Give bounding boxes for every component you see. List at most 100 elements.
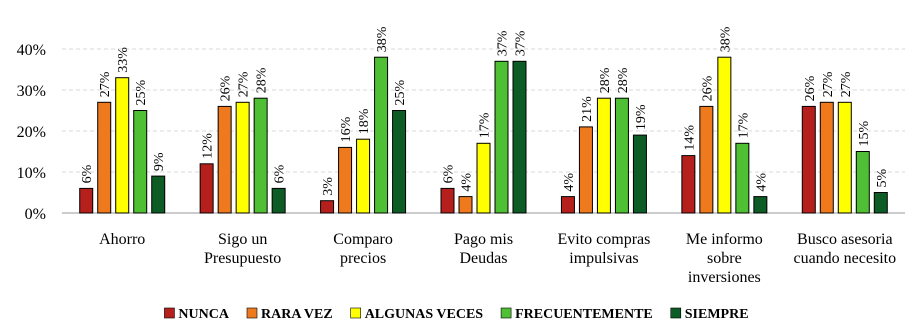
data-label: 38% [718, 26, 733, 52]
data-label: 4% [460, 173, 475, 192]
bar [151, 175, 166, 214]
data-label: 6% [273, 164, 288, 183]
bar [199, 163, 214, 214]
data-label: 17% [736, 112, 751, 138]
category-label: Sigo un [218, 231, 267, 248]
data-label: 37% [496, 30, 511, 56]
category-label: Me informo [686, 231, 763, 248]
bar [560, 196, 575, 214]
bar [632, 134, 647, 214]
bar [596, 97, 611, 214]
data-label: 12% [201, 133, 216, 159]
legend-entry: NUNCA [178, 307, 229, 322]
y-tick-label: 40% [17, 42, 46, 59]
bar [253, 97, 268, 214]
data-label: 17% [478, 112, 493, 138]
legend-entry: SIEMPRE [685, 307, 749, 322]
data-label: 33% [116, 47, 131, 73]
bar [681, 155, 696, 214]
legend-swatch [164, 307, 175, 319]
bar [374, 56, 389, 214]
y-tick-label: 30% [17, 83, 46, 100]
bar [578, 126, 593, 214]
bar [494, 60, 509, 214]
data-label: 26% [219, 75, 234, 101]
data-label: 5% [875, 169, 890, 188]
bar [512, 60, 527, 214]
data-label: 38% [375, 26, 390, 52]
data-label: 9% [152, 152, 167, 171]
bar [873, 192, 888, 214]
data-label: 19% [634, 104, 649, 130]
y-tick-label: 0% [25, 206, 46, 223]
data-label: 15% [857, 121, 872, 147]
data-label: 27% [98, 71, 113, 97]
bar [837, 101, 852, 214]
data-label: 14% [682, 125, 697, 151]
category-label: Pago mis [454, 231, 513, 248]
legend-swatch [350, 307, 361, 319]
data-label: 18% [357, 108, 372, 134]
bar [699, 105, 714, 214]
data-label: 28% [598, 67, 613, 93]
bar [97, 101, 112, 214]
category-label: Evito compras [557, 231, 650, 248]
category-label: impulsivas [569, 250, 638, 267]
data-label: 21% [580, 96, 595, 122]
bar [855, 151, 870, 214]
legend-swatch [246, 307, 258, 319]
y-tick-label: 10% [17, 165, 46, 182]
bar [476, 142, 491, 214]
data-label: 27% [839, 71, 854, 97]
legend-entry: ALGUNAS VECES [365, 307, 484, 322]
bar [392, 110, 407, 214]
category-label: Ahorro [99, 231, 145, 248]
data-label: 6% [442, 164, 457, 183]
category-label: precios [340, 250, 386, 267]
bar [133, 110, 148, 214]
bar [753, 196, 768, 214]
bar [614, 97, 629, 214]
data-label: 25% [134, 80, 149, 106]
bar [717, 56, 732, 214]
category-label: Busco asesoria [797, 231, 893, 248]
bar [271, 187, 286, 214]
data-label: 6% [80, 164, 95, 183]
bar [217, 105, 232, 214]
data-label: 25% [393, 80, 408, 106]
bar [458, 196, 473, 214]
bar [440, 187, 455, 214]
category-label: cuando necesito [793, 250, 896, 267]
data-label: 27% [237, 71, 252, 97]
data-label: 27% [821, 71, 836, 97]
category-label: inversiones [688, 269, 761, 286]
data-label: 28% [255, 67, 270, 93]
category-label: Deudas [460, 250, 508, 267]
category-label: sobre [707, 250, 742, 267]
data-label: 26% [803, 75, 818, 101]
legend-entry: RARA VEZ [261, 307, 333, 322]
bar [115, 77, 130, 214]
data-label: 3% [321, 177, 336, 196]
data-label: 28% [616, 67, 631, 93]
legend-swatch [670, 307, 682, 319]
bar [235, 101, 250, 214]
data-label: 16% [339, 116, 354, 142]
bar [735, 142, 750, 214]
y-tick-label: 20% [17, 124, 46, 141]
bar [338, 146, 353, 214]
category-label: Presupuesto [204, 250, 281, 267]
bar [356, 138, 371, 214]
legend-swatch [500, 307, 512, 319]
bar [801, 105, 816, 214]
data-label: 4% [562, 173, 577, 192]
bar [79, 187, 94, 214]
data-label: 37% [514, 30, 529, 56]
bar [819, 101, 834, 214]
bar [320, 200, 335, 214]
category-label: Comparo [333, 231, 393, 248]
data-label: 4% [754, 173, 769, 192]
data-label: 26% [700, 75, 715, 101]
